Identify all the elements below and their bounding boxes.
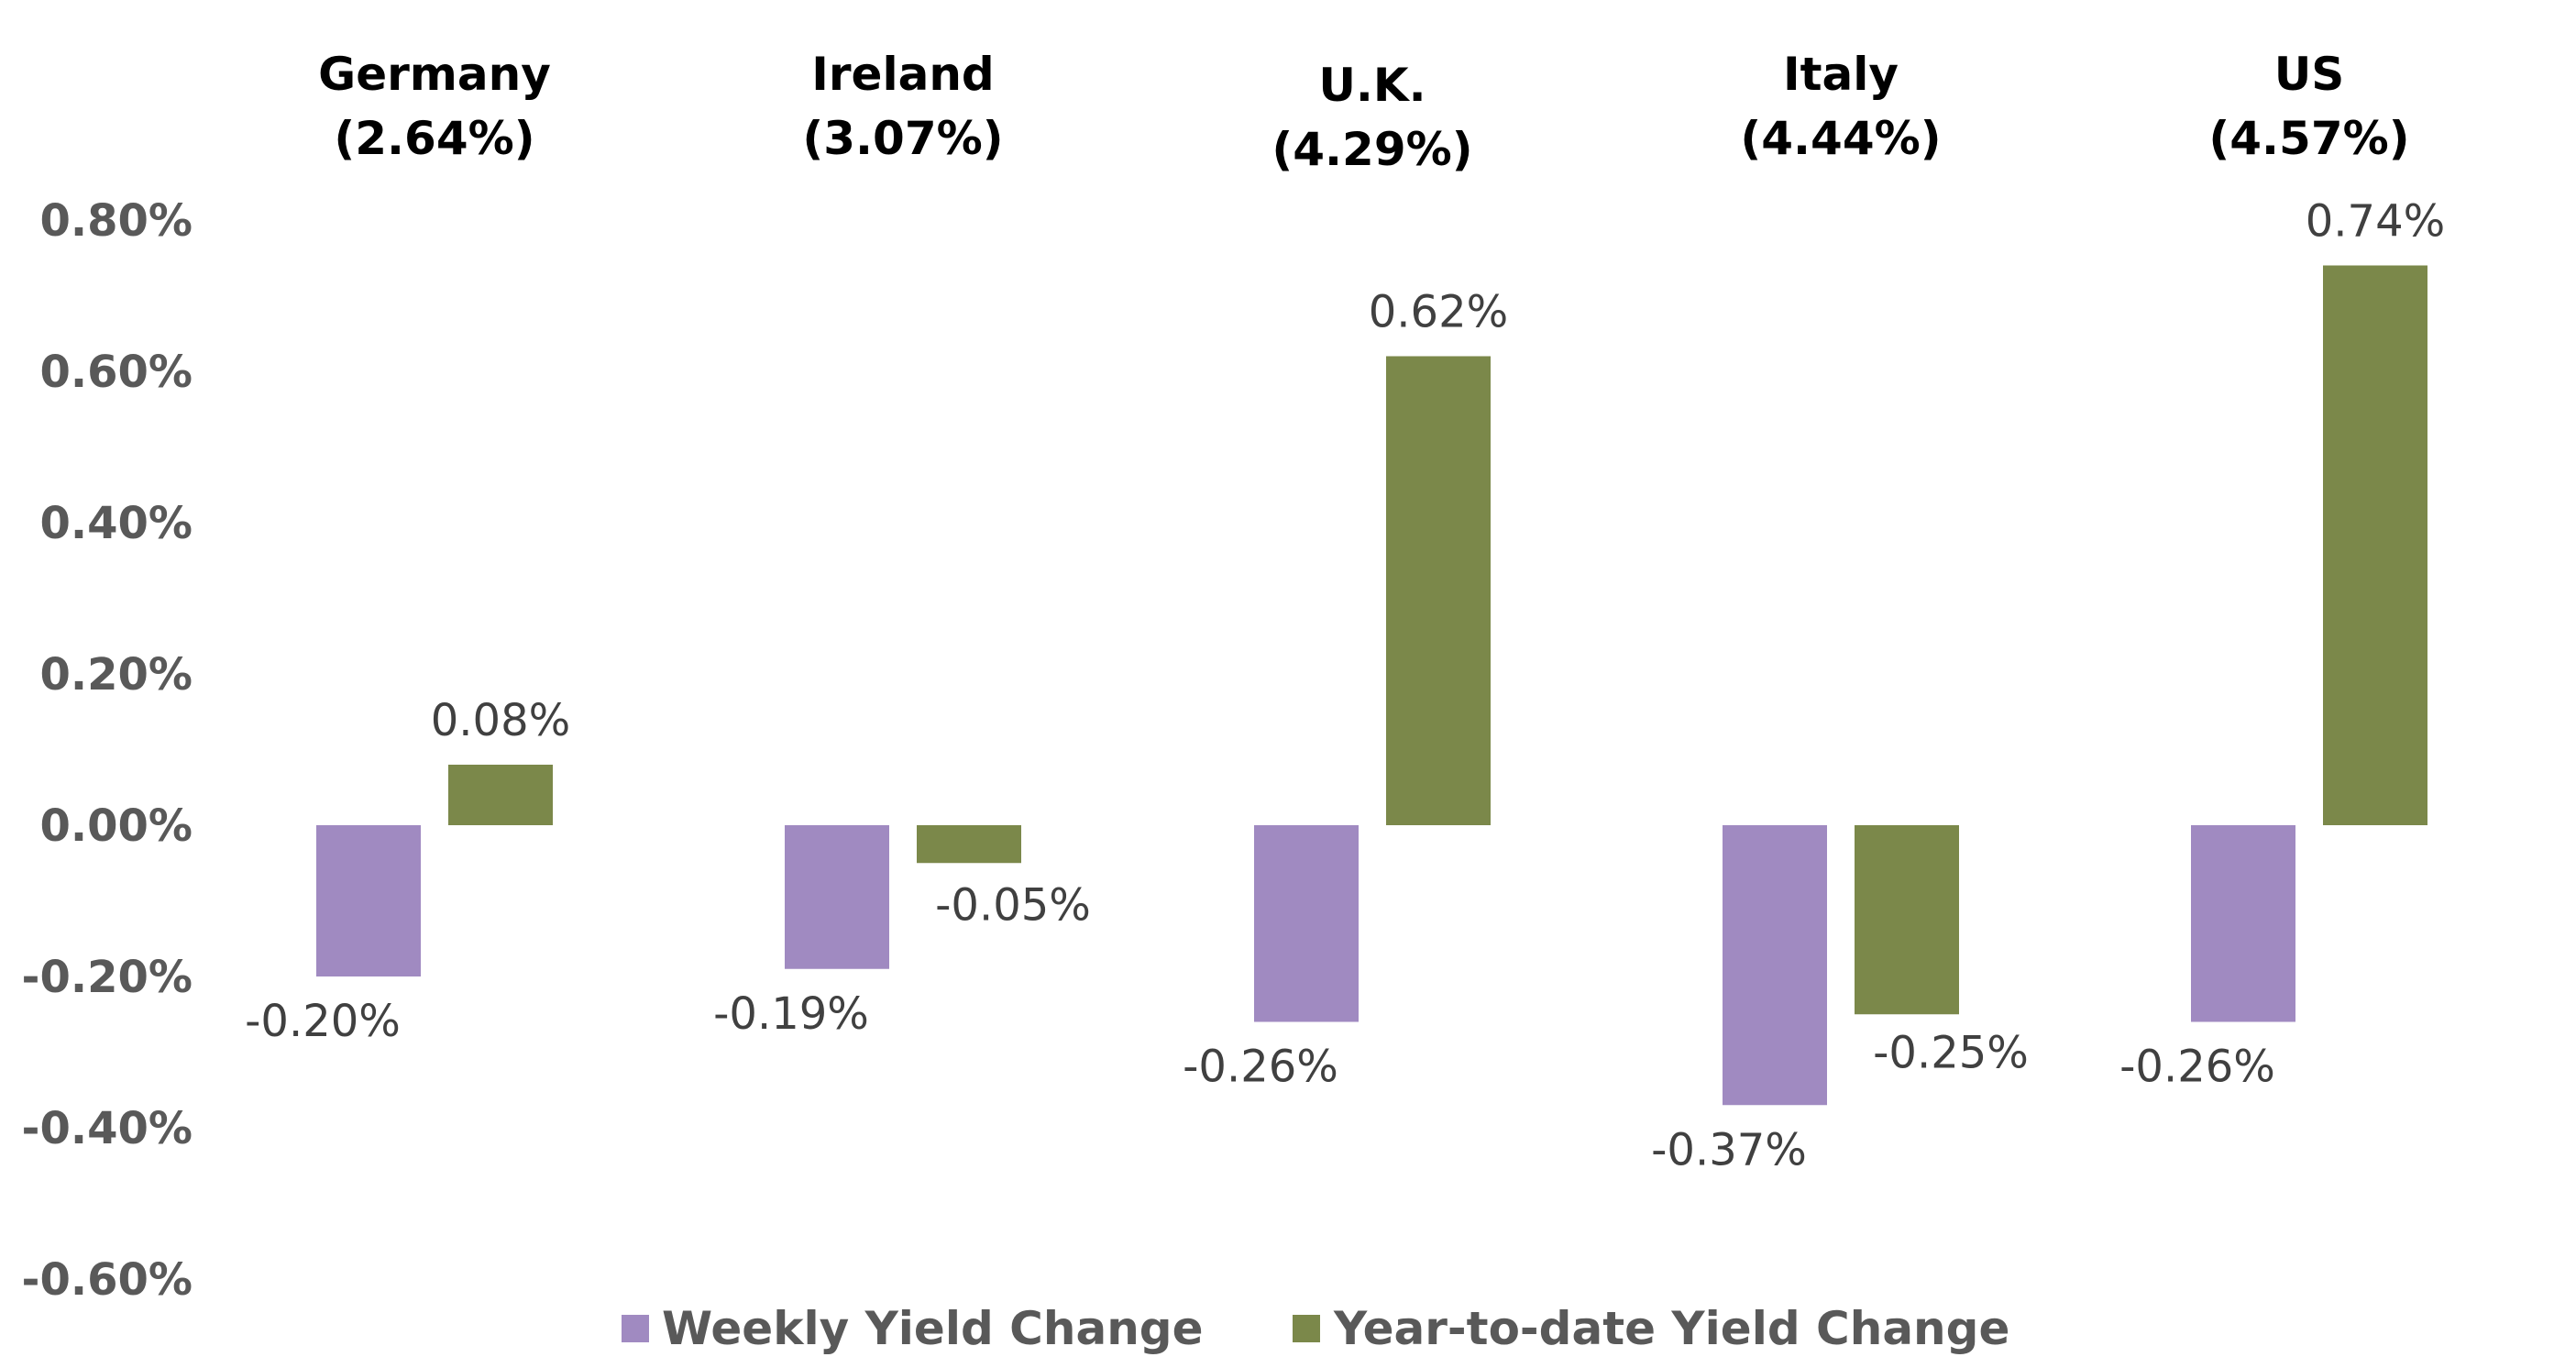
ytd-change-label: 0.74% [2306,196,2445,248]
weekly-change-label: -0.37% [1651,1124,1807,1175]
bars [316,265,2427,1106]
y-tick-label: 0.80% [39,195,193,247]
ytd-change-label: 0.62% [1369,287,1508,338]
weekly-change-bar [785,825,889,969]
weekly-change-bar [1254,825,1359,1022]
category-yield-label: (3.07%) [802,112,1003,165]
y-tick-label: -0.40% [22,1103,193,1154]
ytd-change-bar [448,765,553,825]
y-tick-label: 0.40% [39,498,193,549]
ytd-change-bar [2323,265,2427,825]
weekly-change-label: -0.20% [245,996,401,1047]
y-tick-label: -0.60% [22,1254,193,1306]
y-tick-label: 0.60% [39,347,193,398]
data-labels: -0.20% -0.19% -0.26% -0.37% -0.26% 0.08% -0.05… [245,196,2445,1176]
legend-swatch-weekly [622,1315,649,1342]
y-tick-label: 0.00% [39,800,193,852]
category-yield-label: (2.64%) [334,112,534,165]
y-axis: 0.80% 0.60% 0.40% 0.20% 0.00% -0.20% -0.40% -0.… [22,195,193,1306]
legend-label-weekly: Weekly Yield Change [662,1302,1204,1355]
weekly-change-bar [1723,825,1827,1106]
ytd-change-label: 0.08% [431,695,570,746]
y-tick-label: 0.20% [39,649,193,701]
ytd-change-bar [1386,356,1491,825]
legend-swatch-ytd [1293,1315,1320,1342]
weekly-change-label: -0.26% [2119,1042,2275,1093]
category-yield-label: (4.44%) [1740,112,1941,165]
ytd-change-label: -0.05% [935,879,1091,931]
category-label: U.K. [1318,59,1426,112]
weekly-change-label: -0.19% [713,988,869,1040]
ytd-change-label: -0.25% [1873,1027,2029,1078]
category-yield-label: (4.29%) [1271,123,1472,176]
category-label: US [2274,48,2345,101]
y-tick-label: -0.20% [22,952,193,1003]
weekly-change-bar [2191,825,2295,1022]
weekly-change-bar [316,825,421,976]
legend: Weekly Yield Change Year-to-date Yield Ch… [622,1302,2009,1355]
weekly-change-label: -0.26% [1183,1042,1338,1093]
legend-label-ytd: Year-to-date Yield Change [1333,1302,2009,1355]
ytd-change-bar [1855,825,1959,1015]
category-yield-label: (4.57%) [2208,112,2409,165]
category-labels: Germany (2.64%) Ireland (3.07%) U.K. (4.29%) I… [318,48,2409,176]
category-label: Germany [318,48,551,101]
category-label: Italy [1783,48,1899,101]
ytd-change-bar [917,825,1021,864]
category-label: Ireland [811,48,994,101]
